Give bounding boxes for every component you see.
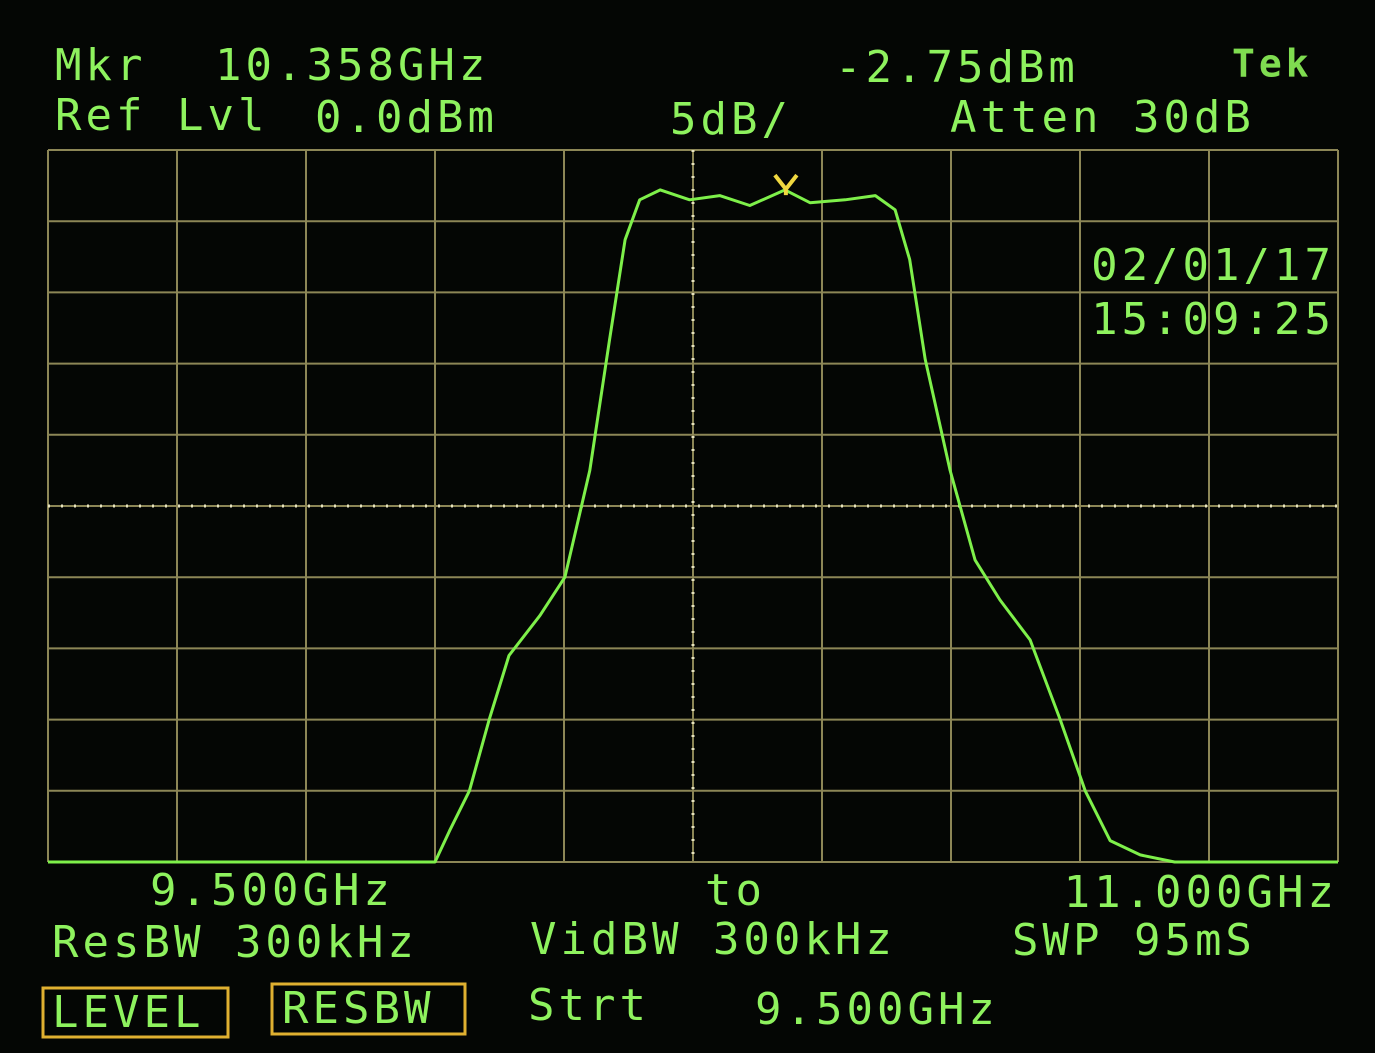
time: 15:09:25 — [1091, 294, 1335, 345]
sweep-time: SWP 95mS — [1012, 915, 1256, 966]
video-bandwidth: VidBW 300kHz — [530, 914, 896, 965]
start-frequency: 9.500GHz — [150, 865, 394, 916]
marker-label: Mkr — [55, 40, 146, 91]
to-label: to — [705, 865, 766, 916]
marker-frequency: 10.358GHz — [215, 40, 489, 91]
date: 02/01/17 — [1091, 240, 1335, 291]
attenuation: Atten 30dB — [950, 92, 1255, 143]
softkey-label[interactable]: LEVEL — [52, 987, 204, 1038]
brand: Tek — [1232, 42, 1313, 86]
ref-level: 0.0dBm — [315, 92, 498, 143]
screen: Mkr 10.358GHz -2.75dBm Tek Ref Lvl 0.0dB… — [0, 0, 1375, 1053]
entry-value: 9.500GHz — [755, 984, 999, 1035]
scale: 5dB/ — [670, 94, 792, 145]
resolution-bandwidth: ResBW 300kHz — [52, 917, 418, 968]
softkey-label[interactable]: RESBW — [282, 983, 434, 1034]
marker-level: -2.75dBm — [835, 42, 1079, 93]
ref-label: Ref Lvl — [55, 90, 268, 141]
stop-frequency: 11.000GHz — [1064, 867, 1338, 918]
entry-label: Strt — [528, 980, 650, 1031]
